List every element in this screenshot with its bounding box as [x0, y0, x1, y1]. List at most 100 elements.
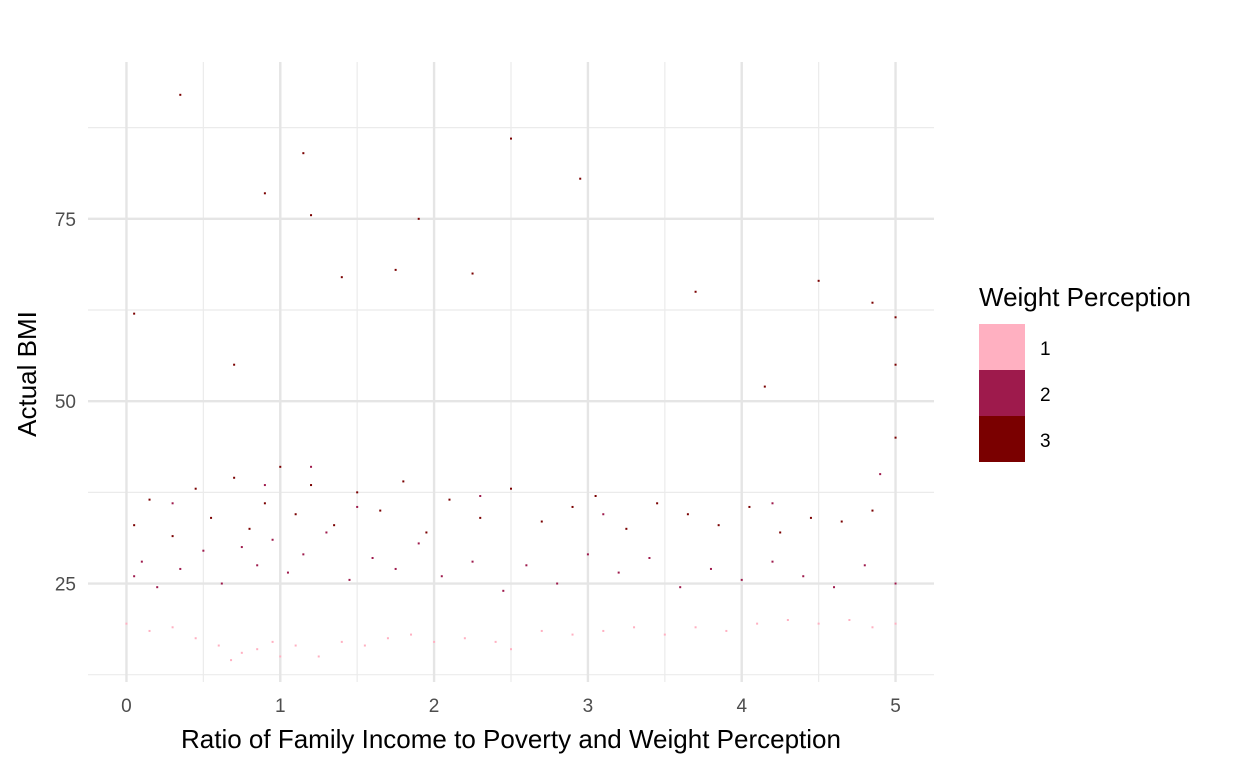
x-axis-title: Ratio of Family Income to Poverty and We… [181, 724, 841, 754]
data-point-series-3 [694, 290, 697, 293]
legend-title: Weight Perception [979, 282, 1191, 312]
data-point-series-3 [817, 279, 820, 282]
data-point-series-1 [271, 640, 274, 643]
data-point-series-3 [625, 527, 628, 530]
data-point-series-3 [133, 312, 136, 315]
data-point-series-3 [479, 516, 482, 519]
data-point-series-3 [540, 520, 543, 523]
data-point-series-3 [871, 301, 874, 304]
y-tick-label: 75 [55, 210, 76, 231]
data-point-series-2 [302, 553, 305, 556]
data-point-series-2 [586, 553, 589, 556]
data-point-series-2 [679, 586, 682, 589]
data-point-series-2 [740, 578, 743, 581]
data-point-series-2 [286, 571, 289, 574]
data-point-series-1 [363, 644, 366, 647]
data-point-series-3 [340, 276, 343, 279]
data-point-series-3 [510, 137, 512, 140]
data-point-series-3 [394, 268, 397, 271]
data-point-series-3 [686, 513, 689, 516]
data-point-series-3 [448, 498, 451, 501]
data-point-series-1 [340, 640, 343, 643]
data-point-series-3 [233, 476, 236, 479]
data-point-series-3 [809, 516, 812, 519]
data-point-series-3 [133, 524, 136, 527]
data-point-series-2 [617, 571, 620, 574]
data-point-series-3 [840, 520, 843, 523]
data-point-series-3 [333, 524, 336, 527]
data-point-series-1 [494, 640, 497, 643]
data-point-series-3 [579, 177, 582, 180]
data-point-series-2 [417, 542, 420, 545]
data-point-series-3 [748, 505, 751, 508]
data-point-series-2 [179, 567, 182, 570]
data-point-series-2 [479, 495, 482, 497]
data-point-series-1 [633, 626, 636, 629]
x-tick-label: 4 [736, 696, 747, 717]
data-point-series-2 [356, 505, 359, 508]
data-point-series-2 [310, 465, 313, 468]
data-point-series-1 [433, 640, 436, 643]
data-point-series-2 [471, 560, 474, 563]
data-point-series-1 [848, 619, 851, 621]
data-point-series-3 [248, 527, 251, 530]
data-point-series-2 [371, 557, 374, 559]
data-point-series-2 [556, 582, 559, 585]
data-point-series-1 [871, 626, 874, 629]
data-point-series-3 [471, 272, 474, 275]
data-point-series-1 [510, 648, 512, 651]
data-point-series-2 [325, 531, 328, 534]
data-point-series-3 [894, 363, 897, 366]
data-point-series-1 [125, 622, 128, 625]
data-point-series-3 [356, 491, 359, 494]
data-point-series-2 [879, 473, 882, 476]
x-tick-label: 3 [583, 696, 594, 717]
data-point-series-3 [571, 505, 574, 508]
legend: Weight Perception 1 2 3 [979, 282, 1191, 462]
data-point-series-2 [833, 586, 836, 589]
data-point-series-3 [310, 214, 313, 217]
data-point-series-2 [202, 549, 205, 552]
data-point-series-2 [133, 575, 136, 578]
data-point-series-3 [233, 363, 236, 366]
data-point-series-3 [779, 531, 782, 534]
data-point-series-3 [310, 484, 313, 487]
data-point-series-3 [302, 152, 305, 155]
data-point-series-3 [179, 93, 182, 96]
grid-lines [88, 62, 934, 682]
legend-label-1: 1 [1040, 339, 1051, 360]
data-point-series-2 [394, 567, 397, 570]
data-point-series-2 [602, 513, 605, 516]
y-axis-title: Actual BMI [12, 311, 42, 437]
data-point-series-3 [894, 436, 897, 439]
data-point-series-2 [171, 502, 174, 505]
data-point-series-1 [171, 626, 174, 629]
data-point-series-2 [140, 560, 143, 563]
x-tick-label: 0 [121, 696, 132, 717]
data-point-series-1 [663, 633, 666, 636]
data-point-series-2 [240, 546, 243, 549]
data-point-series-3 [510, 487, 512, 490]
data-point-series-3 [894, 316, 897, 319]
data-point-series-1 [694, 626, 697, 629]
data-point-series-1 [786, 619, 789, 621]
data-point-series-1 [817, 622, 820, 625]
data-point-series-2 [525, 564, 528, 567]
y-tick-label: 25 [55, 575, 76, 596]
data-point-series-1 [317, 655, 320, 658]
data-point-series-1 [279, 655, 282, 658]
legend-label-3: 3 [1040, 431, 1051, 452]
data-point-series-3 [656, 502, 659, 505]
data-point-series-3 [194, 487, 197, 490]
data-point-series-1 [894, 622, 897, 625]
data-point-series-1 [756, 622, 759, 625]
data-point-series-1 [725, 629, 728, 632]
data-point-series-3 [263, 502, 266, 505]
data-point-series-1 [217, 644, 220, 647]
data-point-series-3 [279, 465, 282, 468]
data-point-series-1 [148, 629, 151, 632]
x-tick-label: 5 [890, 696, 901, 717]
y-tick-label: 50 [55, 392, 76, 413]
data-point-series-3 [294, 513, 297, 516]
